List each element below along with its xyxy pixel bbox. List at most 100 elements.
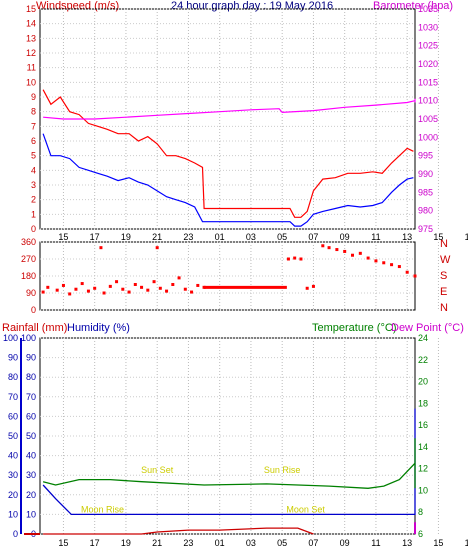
direction-point <box>343 249 347 253</box>
x-tick-label-wind: 17 <box>465 232 468 242</box>
direction-point <box>108 284 112 288</box>
compass-letter: W <box>440 254 451 266</box>
direction-point <box>146 288 150 292</box>
humidity-y-tick: 30 <box>8 470 18 480</box>
direction-point <box>311 284 315 288</box>
direction-point <box>68 292 72 296</box>
humidity-y-tick: 90 <box>8 353 18 363</box>
temp-y-tick: 18 <box>418 398 428 408</box>
series-barometer-line <box>43 98 416 120</box>
direction-point <box>305 286 309 290</box>
direction-point <box>165 289 169 293</box>
x-tick-label-temp: 13 <box>402 538 412 548</box>
baro-y-tick: 1020 <box>418 59 438 69</box>
humidity-y-tick: 20 <box>8 490 18 500</box>
annotation-sun-rise: Sun Rise <box>264 465 301 475</box>
direction-point <box>152 280 156 284</box>
humidity-y-tick: 70 <box>8 392 18 402</box>
direction-point <box>183 287 187 291</box>
baro-y-tick: 995 <box>418 151 433 161</box>
temp-y-tick: 6 <box>418 529 423 539</box>
humidity-y-tick: 80 <box>8 372 18 382</box>
x-tick-label-wind: 11 <box>371 232 380 242</box>
direction-point <box>177 276 181 280</box>
humidity-y-tick-inner: 40 <box>26 451 36 461</box>
wind-y-tick: 1 <box>31 209 36 219</box>
direction-point <box>358 251 362 255</box>
baro-y-tick: 985 <box>418 187 433 197</box>
wind-y-tick: 6 <box>31 136 36 146</box>
humidity-y-tick-inner: 10 <box>26 509 36 519</box>
direction-point <box>155 246 159 250</box>
baro-y-tick: 1000 <box>418 132 438 142</box>
compass-letter: S <box>440 270 447 282</box>
direction-point <box>321 244 325 248</box>
x-tick-label-temp: 15 <box>433 538 443 548</box>
temp-y-tick: 14 <box>418 442 428 452</box>
humidity-y-tick-inner: 70 <box>26 392 36 402</box>
temp-y-tick: 16 <box>418 420 428 430</box>
direction-y-tick: 0 <box>31 305 36 315</box>
direction-point <box>133 283 137 286</box>
direction-point <box>80 282 84 286</box>
x-tick-label-temp: 19 <box>121 538 131 548</box>
x-tick-label-wind: 21 <box>152 232 162 242</box>
wind-panel-frame <box>39 8 416 230</box>
wind-y-tick: 15 <box>26 4 36 14</box>
x-tick-label-temp: 23 <box>183 538 193 548</box>
wind-y-tick: 7 <box>31 121 36 131</box>
direction-point <box>293 256 297 260</box>
humidity-y-tick: 10 <box>8 509 18 519</box>
baro-y-tick: 980 <box>418 206 433 216</box>
temperature-axis-label: Temperature (°C) <box>312 322 396 334</box>
wind-y-tick: 12 <box>26 48 36 58</box>
humidity-y-tick: 60 <box>8 411 18 421</box>
direction-point <box>366 256 370 260</box>
direction-point <box>299 257 303 261</box>
direction-point <box>102 291 106 295</box>
direction-point <box>382 261 386 265</box>
series-temperature-line <box>42 438 416 489</box>
direction-y-tick: 360 <box>21 237 36 247</box>
compass-letter: E <box>440 286 447 298</box>
x-tick-label-temp: 09 <box>340 538 350 548</box>
data-series <box>20 89 417 535</box>
x-tick-label-temp: 21 <box>152 538 162 548</box>
direction-y-tick: 180 <box>21 271 36 281</box>
direction-point <box>121 287 125 291</box>
compass-letter: N <box>440 238 448 250</box>
baro-y-tick: 1015 <box>418 77 438 87</box>
x-tick-label-temp: 17 <box>90 538 100 548</box>
temp-y-tick: 12 <box>418 464 428 474</box>
wind-y-tick: 3 <box>31 180 36 190</box>
wind-y-tick: 11 <box>27 63 36 73</box>
grid-lines <box>40 8 439 535</box>
direction-point <box>196 283 200 287</box>
humidity-y-tick-inner: 50 <box>26 431 36 441</box>
compass-letter: N <box>440 302 448 314</box>
series-gust-line <box>42 133 414 227</box>
annotation-moon-rise: Moon Rise <box>81 504 124 514</box>
humidity-y-tick-inner: 100 <box>21 333 36 343</box>
direction-point <box>61 283 65 287</box>
x-tick-label-temp: 03 <box>246 538 256 548</box>
x-tick-label-wind: 19 <box>121 232 131 242</box>
annotation-moon-set: Moon Set <box>286 504 325 514</box>
humidity-y-tick: 0 <box>13 529 18 539</box>
x-tick-label-wind: 15 <box>58 232 68 242</box>
x-tick-label-temp: 05 <box>277 538 287 548</box>
humidity-y-tick-inner: 60 <box>26 411 36 421</box>
wind-y-tick: 9 <box>31 92 36 102</box>
annotation-sun-set: Sun Set <box>141 465 174 475</box>
direction-point <box>127 290 131 294</box>
wind-y-tick: 14 <box>26 19 36 29</box>
direction-point <box>86 289 90 293</box>
humidity-y-tick-inner: 30 <box>26 470 36 480</box>
wind-y-tick: 2 <box>31 195 36 205</box>
humidity-y-tick: 50 <box>8 431 18 441</box>
series-windspeed-line <box>42 89 414 218</box>
